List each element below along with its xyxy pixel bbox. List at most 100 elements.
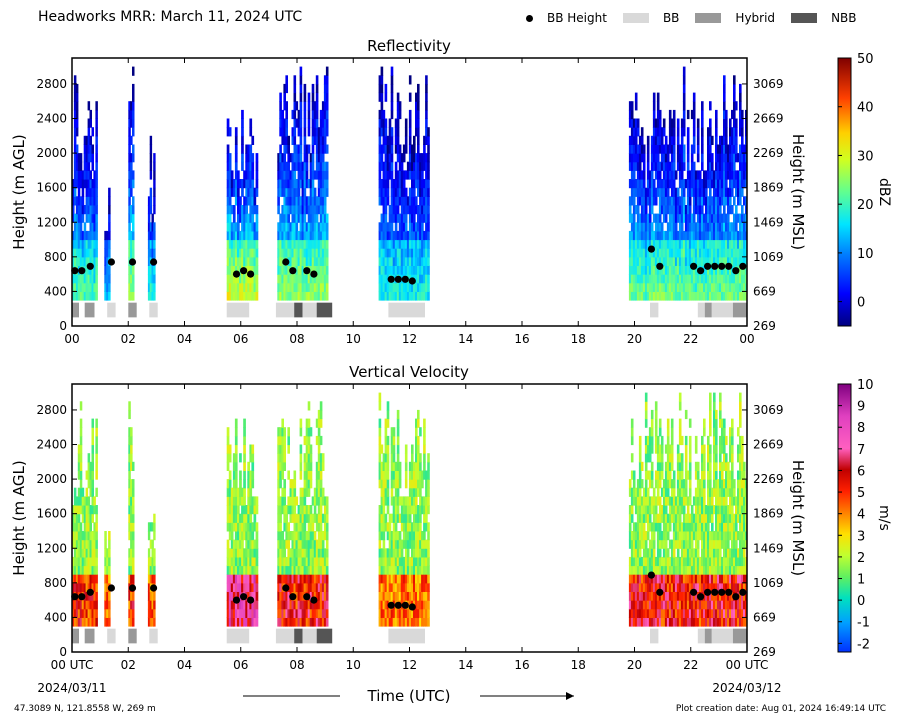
heatmap-cell	[678, 256, 682, 266]
heatmap-cell	[323, 92, 327, 102]
heatmap-cell	[719, 256, 722, 266]
heatmap-cell	[417, 135, 420, 145]
heatmap-cell	[413, 539, 416, 549]
heatmap-cell	[149, 565, 153, 575]
heatmap-cell	[72, 230, 75, 241]
heatmap-cell	[230, 256, 234, 266]
heatmap-cell	[307, 539, 311, 549]
heatmap-cell	[392, 496, 396, 506]
heatmap-cell	[658, 239, 662, 249]
heatmap-cell	[394, 170, 398, 180]
heatmap-cell	[396, 153, 400, 163]
heatmap-cell	[427, 256, 430, 266]
heatmap-cell	[299, 109, 303, 120]
heatmap-cell	[315, 548, 319, 558]
heatmap-cell	[230, 548, 234, 558]
heatmap-cell	[325, 66, 329, 76]
heatmap-cell	[670, 591, 674, 601]
heatmap-cell	[289, 222, 293, 232]
heatmap-cell	[382, 487, 386, 497]
heatmap-cell	[243, 170, 246, 180]
heatmap-cell	[729, 153, 732, 163]
heatmap-cell	[705, 274, 708, 284]
heatmap-cell	[321, 453, 325, 463]
heatmap-cell	[628, 522, 632, 532]
heatmap-cell	[715, 222, 718, 232]
heatmap-cell	[630, 127, 634, 137]
heatmap-cell	[688, 230, 692, 241]
heatmap-cell	[79, 608, 83, 618]
heatmap-cell	[85, 291, 89, 301]
heatmap-cell	[297, 239, 301, 249]
heatmap-cell	[668, 118, 672, 128]
heatmap-cell	[237, 222, 240, 232]
heatmap-cell	[73, 556, 77, 567]
heatmap-cell	[658, 617, 662, 627]
heatmap-cell	[91, 548, 94, 558]
heatmap-cell	[411, 531, 414, 541]
heatmap-cell	[307, 127, 311, 137]
heatmap-cell	[719, 153, 722, 163]
heatmap-cell	[75, 170, 79, 180]
heatmap-cell	[658, 170, 662, 180]
heatmap-cell	[400, 179, 404, 189]
heatmap-cell	[297, 187, 301, 197]
heatmap-cell	[106, 600, 109, 610]
heatmap-cell	[279, 213, 282, 223]
heatmap-cell	[317, 479, 321, 489]
heatmap-cell	[668, 461, 672, 471]
heatmap-cell	[743, 213, 746, 223]
heatmap-cell	[241, 109, 244, 120]
heatmap-cell	[130, 608, 133, 618]
heatmap-cell	[680, 291, 684, 301]
heatmap-cell	[731, 109, 734, 120]
heatmap-cell	[234, 144, 238, 154]
heatmap-cell	[253, 222, 257, 232]
heatmap-cell	[299, 118, 303, 128]
heatmap-cell	[73, 505, 77, 515]
heatmap-cell	[656, 230, 660, 241]
heatmap-cell	[408, 582, 412, 592]
heatmap-cell	[390, 565, 394, 575]
heatmap-cell	[427, 170, 430, 180]
heatmap-cell	[295, 205, 299, 215]
heatmap-cell	[285, 556, 288, 567]
heatmap-cell	[315, 205, 319, 215]
heatmap-cell	[421, 556, 424, 567]
heatmap-cell	[682, 291, 686, 301]
heatmap-cell	[654, 505, 658, 515]
heatmap-cell	[711, 291, 714, 301]
heatmap-cell	[674, 608, 678, 618]
heatmap-cell	[277, 591, 280, 601]
heatmap-cell	[285, 170, 288, 180]
heatmap-cell	[733, 239, 736, 249]
heatmap-cell	[413, 205, 416, 215]
heatmap-cell	[423, 565, 426, 575]
heatmap-cell	[680, 135, 684, 145]
heatmap-cell	[297, 109, 301, 120]
heatmap-cell	[398, 582, 402, 592]
heatmap-cell	[630, 196, 634, 206]
heatmap-cell	[311, 205, 315, 215]
heatmap-cell	[232, 274, 236, 284]
heatmap-cell	[95, 127, 98, 137]
heatmap-cell	[668, 179, 672, 189]
heatmap-cell	[89, 135, 92, 145]
heatmap-cell	[303, 135, 307, 145]
heatmap-cell	[644, 213, 648, 223]
heatmap-cell	[686, 161, 690, 171]
heatmap-cell	[398, 565, 402, 575]
heatmap-cell	[632, 556, 636, 567]
heatmap-cell	[297, 617, 301, 627]
heatmap-cell	[666, 591, 670, 601]
heatmap-cell	[255, 565, 259, 575]
heatmap-cell	[380, 565, 384, 575]
heatmap-cell	[701, 135, 704, 145]
heatmap-cell	[104, 565, 107, 575]
heatmap-cell	[425, 600, 428, 610]
heatmap-cell	[243, 461, 246, 471]
heatmap-cell	[239, 282, 242, 292]
heatmap-cell	[411, 144, 414, 154]
heatmap-cell	[676, 470, 680, 480]
heatmap-cell	[87, 539, 91, 549]
